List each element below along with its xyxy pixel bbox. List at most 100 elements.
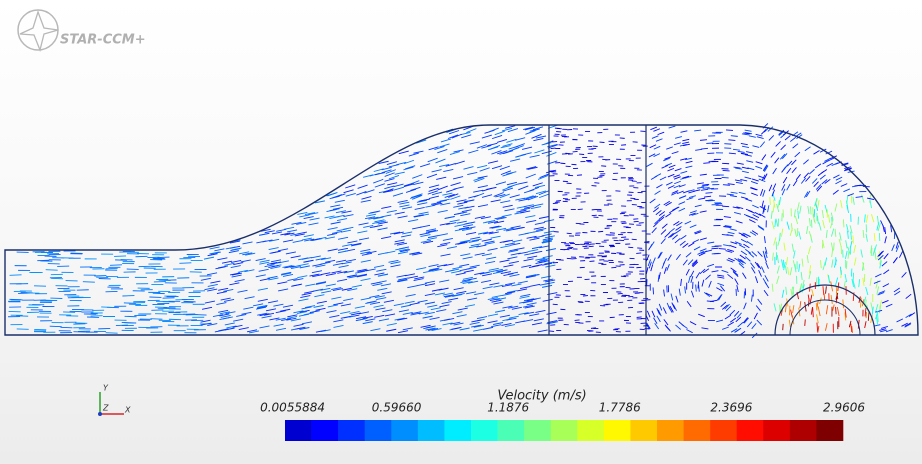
- velocity-vector: [473, 324, 484, 328]
- velocity-vector: [754, 276, 759, 284]
- velocity-vector: [488, 127, 499, 133]
- velocity-vector: [649, 198, 656, 204]
- velocity-vector: [464, 304, 476, 308]
- velocity-vector: [444, 294, 456, 298]
- velocity-vector: [259, 313, 270, 317]
- velocity-vector: [531, 206, 542, 210]
- velocity-vector: [425, 229, 436, 233]
- velocity-vector: [471, 324, 482, 328]
- velocity-vector: [377, 227, 388, 231]
- velocity-vector: [751, 294, 753, 302]
- velocity-vector: [813, 209, 816, 218]
- velocity-vector: [855, 196, 863, 198]
- velocity-vector: [405, 165, 416, 170]
- velocity-vector: [330, 221, 341, 225]
- velocity-vector: [703, 162, 711, 164]
- velocity-vector: [461, 228, 473, 232]
- velocity-vector: [304, 305, 316, 309]
- velocity-vector: [266, 262, 278, 265]
- velocity-vector: [653, 153, 661, 157]
- velocity-vector: [207, 253, 218, 257]
- velocity-vector: [799, 301, 802, 308]
- velocity-vector: [847, 230, 849, 239]
- velocity-vector: [755, 161, 763, 165]
- velocity-vector: [658, 216, 665, 222]
- velocity-vector: [459, 327, 470, 331]
- velocity-vector: [333, 319, 344, 323]
- velocity-vector: [825, 305, 829, 315]
- velocity-vector: [389, 231, 401, 235]
- velocity-vector: [376, 280, 387, 284]
- velocity-vector: [491, 324, 502, 328]
- velocity-vector: [259, 278, 270, 282]
- colorbar-swatch: [471, 420, 498, 441]
- velocity-vector: [896, 318, 904, 323]
- velocity-vector: [645, 267, 649, 275]
- velocity-vector: [501, 214, 512, 217]
- velocity-vector: [545, 248, 557, 252]
- velocity-vector: [734, 328, 741, 333]
- velocity-vector: [381, 206, 392, 209]
- velocity-vector: [374, 183, 385, 188]
- velocity-vector: [804, 301, 807, 312]
- velocity-vector: [877, 313, 879, 322]
- velocity-vector: [688, 242, 695, 247]
- axis-triad: Y Z X: [98, 384, 131, 416]
- velocity-vector: [417, 202, 428, 206]
- velocity-vector: [529, 313, 540, 317]
- velocity-vector: [290, 255, 301, 259]
- velocity-vector: [824, 204, 828, 214]
- velocity-vector: [761, 154, 767, 161]
- velocity-vector: [377, 273, 388, 277]
- velocity-vector: [678, 184, 686, 188]
- velocity-vector: [331, 270, 342, 274]
- velocity-vector: [793, 250, 796, 259]
- velocity-vector: [219, 311, 230, 315]
- velocity-vector: [407, 285, 418, 289]
- velocity-vector: [751, 323, 757, 330]
- velocity-vector: [410, 312, 421, 316]
- velocity-vector: [237, 269, 248, 273]
- velocity-vector: [432, 202, 443, 206]
- velocity-vector: [374, 264, 385, 268]
- velocity-vector: [343, 298, 354, 301]
- velocity-vector: [722, 326, 729, 330]
- velocity-vector: [878, 305, 882, 314]
- velocity-vector: [503, 150, 514, 155]
- velocity-vector: [812, 215, 816, 224]
- velocity-vector: [730, 267, 737, 273]
- velocity-vector: [682, 138, 690, 142]
- velocity-vector: [347, 288, 358, 292]
- velocity-vector: [816, 322, 819, 332]
- velocity-vector: [492, 271, 504, 274]
- velocity-vector: [773, 199, 776, 208]
- velocity-vector: [354, 305, 365, 309]
- velocity-vector: [725, 305, 732, 312]
- velocity-vector: [481, 134, 492, 139]
- velocity-vector: [736, 206, 744, 210]
- velocity-vector: [340, 303, 351, 307]
- velocity-vector: [488, 267, 499, 271]
- velocity-vector: [346, 274, 357, 278]
- velocity-vector: [453, 186, 464, 190]
- velocity-vector: [525, 195, 537, 200]
- velocity-vector: [375, 307, 386, 311]
- velocity-vector: [265, 308, 277, 312]
- velocity-vector: [444, 216, 455, 219]
- velocity-vector: [403, 159, 415, 165]
- velocity-vector: [301, 292, 312, 296]
- velocity-vector: [474, 177, 485, 183]
- velocity-vector: [246, 329, 258, 333]
- velocity-vector: [852, 280, 856, 289]
- velocity-vector: [836, 306, 840, 317]
- velocity-vector: [523, 126, 534, 131]
- velocity-vector: [337, 270, 348, 274]
- velocity-vector: [224, 322, 235, 326]
- velocity-vector: [437, 210, 448, 213]
- velocity-vector: [806, 255, 809, 264]
- colorbar: 0.0055884 0.59660 1.1876 1.7786 2.3696 2.9606: [260, 401, 865, 441]
- velocity-vector: [439, 222, 450, 226]
- velocity-vector: [774, 157, 780, 164]
- velocity-vector: [381, 291, 392, 295]
